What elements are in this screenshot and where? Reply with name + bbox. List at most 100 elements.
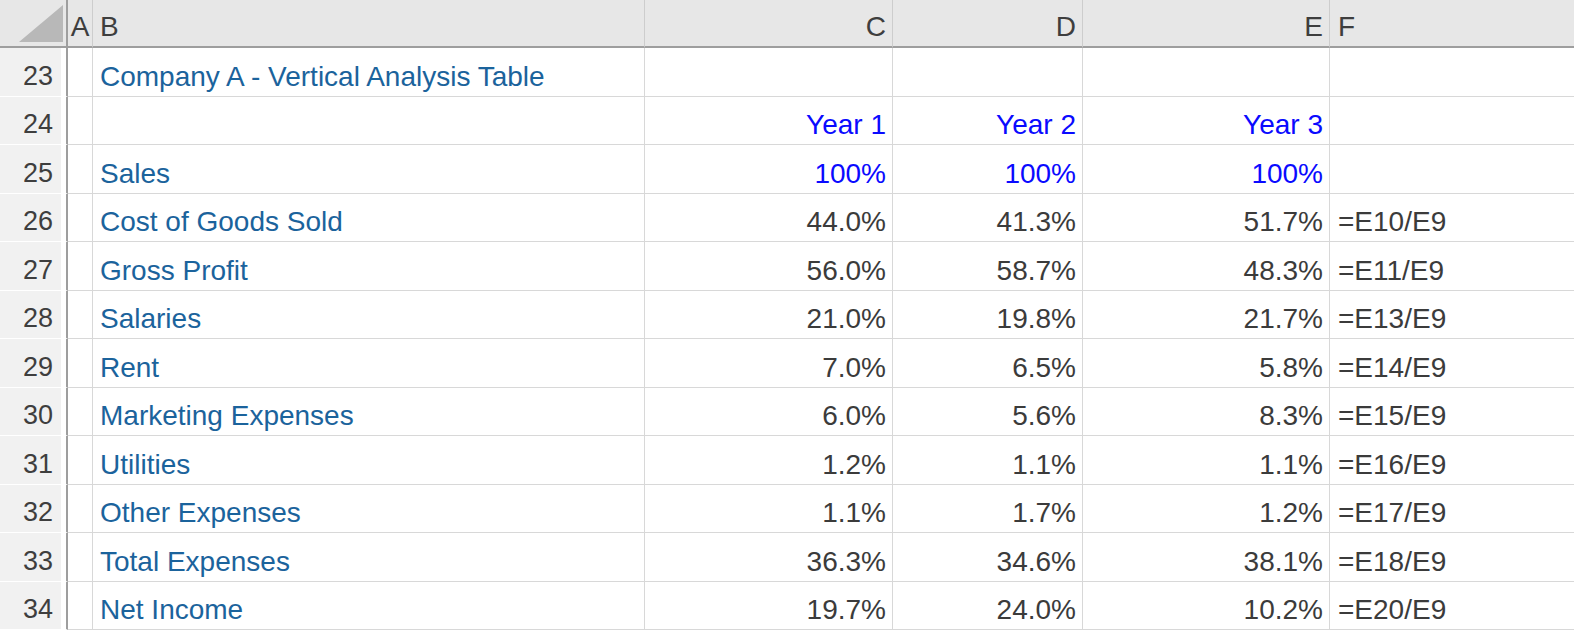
sheet-row: 29 Rent 7.0% 6.5% 5.8% =E14/E9 (0, 339, 1574, 388)
column-header-F[interactable]: F (1330, 0, 1574, 48)
cell-A[interactable] (68, 436, 93, 485)
cell-F[interactable] (1330, 145, 1574, 194)
cell-C[interactable]: Year 1 (645, 97, 893, 146)
cell-C[interactable]: 56.0% (645, 242, 893, 291)
cell-D[interactable]: Year 2 (893, 97, 1083, 146)
cell-A[interactable] (68, 194, 93, 243)
cell-E[interactable]: 38.1% (1083, 533, 1330, 582)
cell-F[interactable] (1330, 97, 1574, 146)
cell-D[interactable]: 41.3% (893, 194, 1083, 243)
cell-B[interactable]: Salaries (93, 291, 645, 340)
cell-B[interactable]: Net Income (93, 582, 645, 630)
cell-C[interactable]: 100% (645, 145, 893, 194)
cell-A[interactable] (68, 97, 93, 146)
cell-D[interactable]: 1.7% (893, 485, 1083, 534)
cell-F[interactable]: =E18/E9 (1330, 533, 1574, 582)
row-number-header[interactable]: 28 (0, 291, 68, 340)
cell-B[interactable]: Company A - Vertical Analysis Table (93, 48, 645, 97)
cell-C[interactable]: 44.0% (645, 194, 893, 243)
cell-B[interactable]: Cost of Goods Sold (93, 194, 645, 243)
cell-E[interactable]: 1.2% (1083, 485, 1330, 534)
sheet-row: 26 Cost of Goods Sold 44.0% 41.3% 51.7% … (0, 194, 1574, 243)
cell-A[interactable] (68, 485, 93, 534)
cell-E[interactable]: 10.2% (1083, 582, 1330, 630)
row-number-header[interactable]: 33 (0, 533, 68, 582)
cell-F[interactable]: =E20/E9 (1330, 582, 1574, 630)
sheet-row: 30 Marketing Expenses 6.0% 5.6% 8.3% =E1… (0, 388, 1574, 437)
cell-D[interactable]: 6.5% (893, 339, 1083, 388)
cell-B[interactable]: Utilities (93, 436, 645, 485)
row-number-header[interactable]: 34 (0, 582, 68, 630)
cell-E[interactable]: 51.7% (1083, 194, 1330, 243)
cell-D[interactable]: 100% (893, 145, 1083, 194)
row-number-header[interactable]: 30 (0, 388, 68, 437)
cell-D[interactable]: 19.8% (893, 291, 1083, 340)
cell-B[interactable]: Sales (93, 145, 645, 194)
cell-E[interactable]: 48.3% (1083, 242, 1330, 291)
cell-E[interactable] (1083, 48, 1330, 97)
cell-A[interactable] (68, 388, 93, 437)
row-number-header[interactable]: 32 (0, 485, 68, 534)
cell-B[interactable]: Rent (93, 339, 645, 388)
cell-D[interactable]: 34.6% (893, 533, 1083, 582)
cell-E[interactable]: 5.8% (1083, 339, 1330, 388)
cell-A[interactable] (68, 291, 93, 340)
cell-C[interactable]: 6.0% (645, 388, 893, 437)
cell-C[interactable]: 36.3% (645, 533, 893, 582)
cell-D[interactable]: 1.1% (893, 436, 1083, 485)
column-header-D[interactable]: D (893, 0, 1083, 48)
cell-C[interactable]: 1.2% (645, 436, 893, 485)
cell-D[interactable] (893, 48, 1083, 97)
cell-F[interactable]: =E11/E9 (1330, 242, 1574, 291)
cell-C[interactable]: 7.0% (645, 339, 893, 388)
cell-E[interactable]: 100% (1083, 145, 1330, 194)
cell-D[interactable]: 24.0% (893, 582, 1083, 630)
cell-E[interactable]: Year 3 (1083, 97, 1330, 146)
sheet-row: 23 Company A - Vertical Analysis Table (0, 48, 1574, 97)
cell-F[interactable] (1330, 48, 1574, 97)
cell-C[interactable]: 21.0% (645, 291, 893, 340)
cell-A[interactable] (68, 582, 93, 630)
row-number-header[interactable]: 26 (0, 194, 68, 243)
spreadsheet-grid: ABCDEF 23 Company A - Vertical Analysis … (0, 0, 1574, 630)
row-number-header[interactable]: 24 (0, 97, 68, 146)
cell-B[interactable]: Marketing Expenses (93, 388, 645, 437)
row-number-header[interactable]: 27 (0, 242, 68, 291)
row-number-header[interactable]: 25 (0, 145, 68, 194)
row-number-header[interactable]: 23 (0, 48, 68, 97)
cell-B[interactable]: Gross Profit (93, 242, 645, 291)
cell-F[interactable]: =E10/E9 (1330, 194, 1574, 243)
cell-A[interactable] (68, 242, 93, 291)
sheet-row: 34 Net Income 19.7% 24.0% 10.2% =E20/E9 (0, 582, 1574, 630)
sheet-row: 33 Total Expenses 36.3% 34.6% 38.1% =E18… (0, 533, 1574, 582)
cell-C[interactable]: 19.7% (645, 582, 893, 630)
sheet-row: 31 Utilities 1.2% 1.1% 1.1% =E16/E9 (0, 436, 1574, 485)
cell-D[interactable]: 5.6% (893, 388, 1083, 437)
cell-B[interactable]: Other Expenses (93, 485, 645, 534)
cell-E[interactable]: 8.3% (1083, 388, 1330, 437)
column-header-B[interactable]: B (93, 0, 645, 48)
row-number-header[interactable]: 29 (0, 339, 68, 388)
cell-D[interactable]: 58.7% (893, 242, 1083, 291)
column-header-E[interactable]: E (1083, 0, 1330, 48)
column-header-A[interactable]: A (68, 0, 93, 48)
cell-F[interactable]: =E17/E9 (1330, 485, 1574, 534)
cell-F[interactable]: =E16/E9 (1330, 436, 1574, 485)
row-number-header[interactable]: 31 (0, 436, 68, 485)
cell-B[interactable] (93, 97, 645, 146)
select-all-corner[interactable] (0, 0, 68, 48)
cell-E[interactable]: 1.1% (1083, 436, 1330, 485)
cell-F[interactable]: =E13/E9 (1330, 291, 1574, 340)
cell-E[interactable]: 21.7% (1083, 291, 1330, 340)
cell-F[interactable]: =E14/E9 (1330, 339, 1574, 388)
column-header-row: ABCDEF (0, 0, 1574, 48)
cell-C[interactable] (645, 48, 893, 97)
column-header-C[interactable]: C (645, 0, 893, 48)
cell-A[interactable] (68, 533, 93, 582)
cell-A[interactable] (68, 339, 93, 388)
cell-A[interactable] (68, 48, 93, 97)
cell-F[interactable]: =E15/E9 (1330, 388, 1574, 437)
cell-A[interactable] (68, 145, 93, 194)
cell-B[interactable]: Total Expenses (93, 533, 645, 582)
cell-C[interactable]: 1.1% (645, 485, 893, 534)
